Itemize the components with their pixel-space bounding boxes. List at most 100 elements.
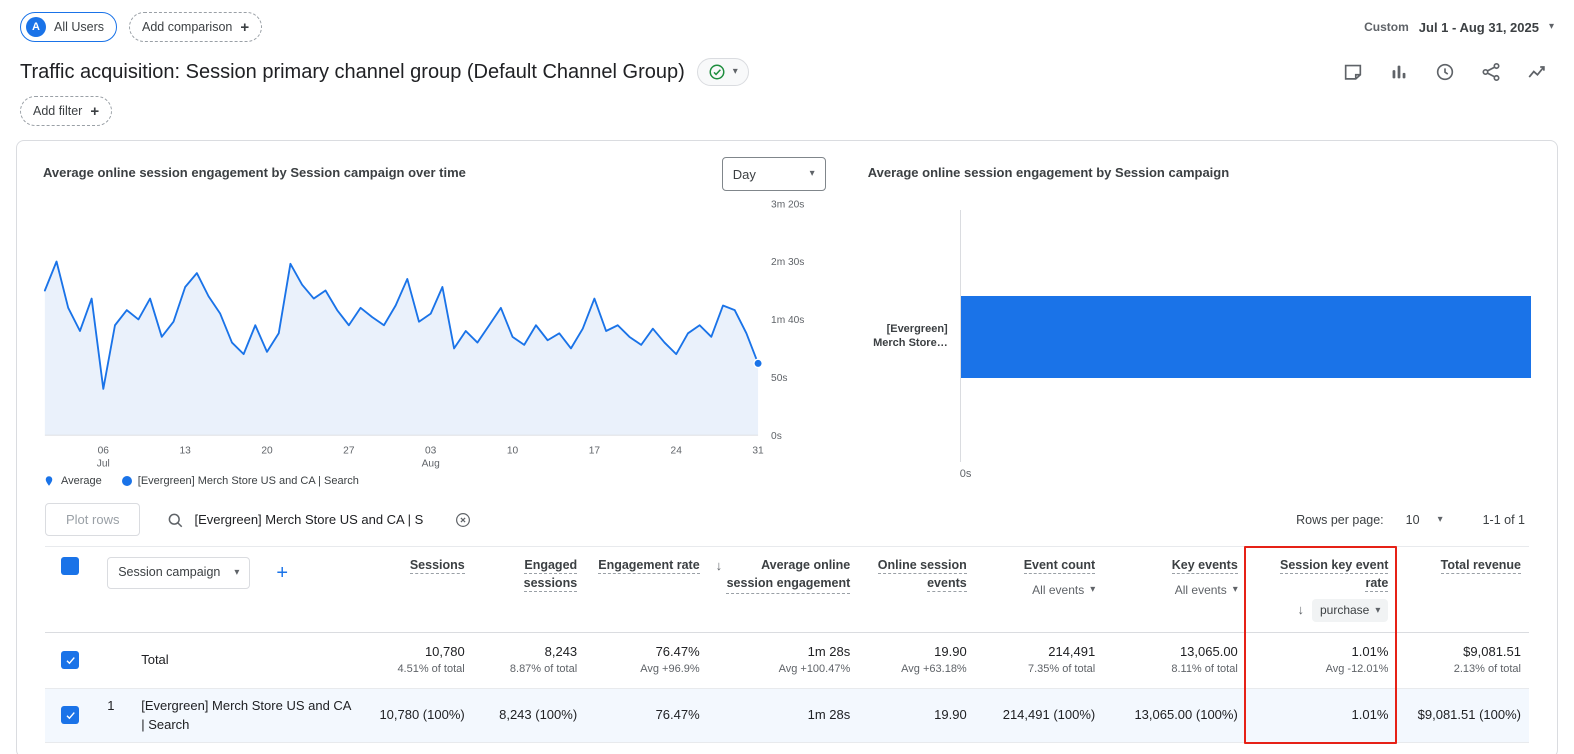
granularity-select[interactable]: Day ▾ <box>721 157 826 191</box>
svg-text:13: 13 <box>180 446 192 457</box>
report-toolbar-icons <box>1342 61 1554 83</box>
search-icon <box>169 513 183 527</box>
title-row: Traffic acquisition: Session primary cha… <box>0 48 1574 88</box>
rows-per-page-select[interactable]: 10 ▾ <box>1405 512 1443 527</box>
svg-text:1m 40s: 1m 40s <box>771 315 804 326</box>
bar-chart-section: Average online session engagement by Ses… <box>868 157 1531 487</box>
svg-text:24: 24 <box>671 446 683 457</box>
add-comparison-label: Add comparison <box>142 20 233 34</box>
svg-text:03: 03 <box>425 446 437 457</box>
svg-text:17: 17 <box>589 446 601 457</box>
svg-text:20: 20 <box>261 446 273 457</box>
bar-plot-area <box>959 210 1531 462</box>
svg-text:06: 06 <box>98 446 110 457</box>
average-pin-icon <box>45 476 53 486</box>
engagement-bar <box>960 296 1531 378</box>
chart-columns-icon[interactable] <box>1388 61 1410 83</box>
clear-search-icon[interactable] <box>454 511 472 529</box>
all-users-chip[interactable]: A All Users <box>20 12 118 42</box>
audience-chips: A All Users Add comparison + <box>20 12 263 42</box>
plus-icon: + <box>90 102 100 120</box>
svg-text:3m 20s: 3m 20s <box>771 199 804 210</box>
table-wrap: Session campaign ▾ + Sessions Engaged sessio… <box>17 545 1557 754</box>
svg-text:27: 27 <box>343 446 355 457</box>
svg-text:50s: 50s <box>771 373 787 384</box>
col-header-total-revenue[interactable]: Total revenue <box>1396 546 1529 633</box>
col-header-key-events[interactable]: Key events All events ▾ <box>1103 546 1246 633</box>
row-index: 1 <box>107 697 115 713</box>
col-header-avg-online-session-engagement[interactable]: ↓ Average online session engagement <box>707 546 859 633</box>
top-bar: A All Users Add comparison + Custom Jul … <box>0 0 1574 48</box>
data-freshness-icon[interactable] <box>1434 61 1456 83</box>
svg-text:31: 31 <box>752 446 764 457</box>
line-chart-legend: Average [Evergreen] Merch Store US and C… <box>43 475 826 487</box>
bar-x-tick: 0s <box>959 468 972 480</box>
rows-per-page-label: Rows per page: <box>1296 512 1384 527</box>
svg-text:2m 30s: 2m 30s <box>771 257 804 268</box>
all-users-label: All Users <box>54 20 105 34</box>
total-row: Total 10,780 4.51% of total 8,243 8.87% of t… <box>45 632 1529 689</box>
chevron-down-icon: ▾ <box>809 168 815 179</box>
all-users-avatar-icon: A <box>26 17 46 37</box>
svg-text:10: 10 <box>507 446 519 457</box>
insights-icon[interactable] <box>1526 61 1548 83</box>
date-range-type: Custom <box>1364 20 1409 34</box>
event-count-filter-select[interactable]: All events ▾ <box>1032 582 1096 597</box>
legend-label: Average <box>61 475 102 488</box>
svg-text:Aug: Aug <box>422 459 440 470</box>
select-all-checkbox[interactable] <box>17 557 79 635</box>
plus-icon: + <box>240 18 250 36</box>
row-checkbox[interactable] <box>61 706 79 725</box>
chevron-down-icon: ▾ <box>1548 21 1554 32</box>
date-range-picker[interactable]: Custom Jul 1 - Aug 31, 2025 ▾ <box>1364 20 1554 35</box>
col-header-sessions[interactable]: Sessions <box>362 546 473 633</box>
col-header-session-key-event-rate[interactable]: Session key event rate ↓ purchase ▾ <box>1245 546 1397 633</box>
key-events-filter-select[interactable]: All events ▾ <box>1174 582 1238 597</box>
pagination: Rows per page: 10 ▾ 1-1 of 1 <box>1296 513 1529 527</box>
page-title: Traffic acquisition: Session primary cha… <box>20 60 685 83</box>
line-chart-svg: 0s 50s 1m 40s 2m 30s 3m 20s 06 Jul 13 20 27 03 Aug 1… <box>43 199 804 470</box>
table-row: 1 [Evergreen] Merch Store US and CA | Sea… <box>45 688 1529 744</box>
dimension-value: [Evergreen] Merch Store US and CA | Sear… <box>141 697 351 732</box>
col-header-event-count[interactable]: Event count All events ▾ <box>974 546 1104 633</box>
legend-item-average: Average <box>43 475 102 487</box>
table-body: Total 10,780 4.51% of total 8,243 8.87% of t… <box>45 632 1529 744</box>
total-label: Total <box>141 651 169 667</box>
bar-x-axis: 0s <box>960 462 1531 480</box>
line-chart-title: Average online session engagement by Ses… <box>43 165 466 180</box>
legend-label: [Evergreen] Merch Store US and CA | Sear… <box>137 475 359 488</box>
add-dimension-button[interactable]: + <box>276 561 289 584</box>
granularity-value: Day <box>732 166 756 182</box>
data-table: Session campaign ▾ + Sessions Engaged sessio… <box>17 546 1529 744</box>
add-comparison-chip[interactable]: Add comparison + <box>129 12 263 42</box>
col-header-engagement-rate[interactable]: Engagement rate <box>585 546 708 633</box>
col-header-engaged-sessions[interactable]: Engaged sessions <box>472 546 586 633</box>
bar-chart-title: Average online session engagement by Ses… <box>867 165 1230 180</box>
plot-rows-button[interactable]: Plot rows <box>45 503 141 537</box>
sort-arrow-icon[interactable]: ↓ <box>715 558 723 574</box>
svg-text:0s: 0s <box>771 431 782 442</box>
total-row-checkbox[interactable] <box>61 651 79 670</box>
chevron-down-icon: ▾ <box>1437 513 1443 525</box>
bar-chart-body: [Evergreen] Merch Store… <box>868 210 1531 462</box>
data-quality-badge[interactable]: ▾ <box>696 58 749 86</box>
search-input[interactable] <box>194 512 445 528</box>
add-filter-chip[interactable]: Add filter + <box>20 96 113 126</box>
share-icon[interactable] <box>1480 61 1502 83</box>
sort-arrow-icon[interactable]: ↓ <box>1297 602 1304 618</box>
table-header: Session campaign ▾ + Sessions Engaged sessio… <box>17 546 1529 635</box>
filter-row: Add filter + <box>0 88 1574 140</box>
bar-category-label: [Evergreen] Merch Store… <box>873 323 948 350</box>
date-range-value: Jul 1 - Aug 31, 2025 <box>1418 19 1539 35</box>
dimension-select[interactable]: Session campaign ▾ <box>107 557 251 589</box>
report-card: Average online session engagement by Ses… <box>16 140 1558 754</box>
session-key-event-rate-filter-select[interactable]: purchase ▾ <box>1311 599 1389 622</box>
chevron-down-icon: ▾ <box>732 66 738 77</box>
svg-text:Jul: Jul <box>97 459 110 470</box>
col-header-online-session-events[interactable]: Online session events <box>858 546 975 633</box>
legend-item-campaign: [Evergreen] Merch Store US and CA | Sear… <box>121 475 359 488</box>
table-toolbar: Plot rows Rows per page: 10 ▾ 1-1 of 1 <box>17 489 1557 546</box>
pagination-count: 1-1 of 1 <box>1482 512 1525 527</box>
note-icon[interactable] <box>1342 61 1364 83</box>
